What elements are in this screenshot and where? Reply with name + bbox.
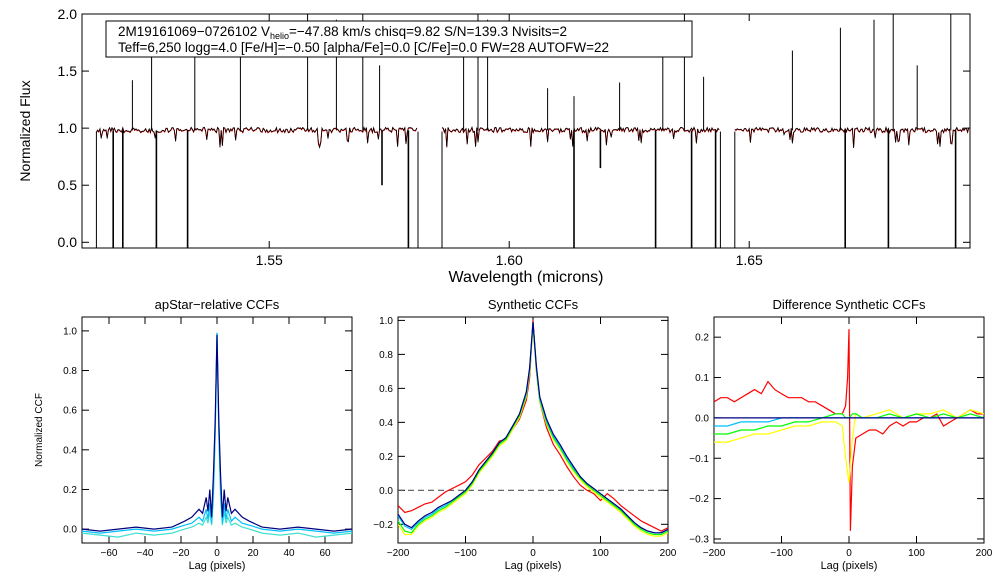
y-tick-label: 0.8 bbox=[379, 350, 393, 361]
y-tick-label: 1.0 bbox=[58, 120, 78, 136]
y-tick-label: 0.8 bbox=[63, 366, 77, 377]
series-line-combined bbox=[82, 334, 352, 532]
x-tick-label: −40 bbox=[137, 548, 154, 559]
x-axis-label: Lag (pixels) bbox=[821, 560, 878, 572]
star-id-vhelio-label: 2M19161069−0726102 V bbox=[118, 24, 270, 39]
x-tick-label: 200 bbox=[660, 548, 677, 559]
axes-1: −60 −40 −20 0 20 40 60 0.0 0.2 0.4 0.6 0.8 1.0 apStar… bbox=[34, 297, 353, 572]
x-tick-label: −200 bbox=[387, 548, 410, 559]
y-axis-label: Normalized Flux bbox=[17, 80, 33, 181]
series-line-difference bbox=[398, 320, 668, 532]
x-tick-label: −100 bbox=[770, 548, 793, 559]
plot-frame bbox=[81, 13, 971, 249]
y-tick-label: 1.0 bbox=[379, 316, 393, 327]
x-axis-label: Lag (pixels) bbox=[189, 560, 246, 572]
y-tick-label: 0.1 bbox=[695, 373, 709, 384]
x-tick-label: 1.65 bbox=[736, 252, 763, 268]
y-tick-label: 0.6 bbox=[63, 406, 77, 417]
y-axis-label: Normalized CCF bbox=[34, 393, 45, 467]
x-tick-label: 1.60 bbox=[496, 252, 523, 268]
x-tick-label: 100 bbox=[592, 548, 609, 559]
x-tick-label: −20 bbox=[173, 548, 190, 559]
series-line-visit-3 bbox=[398, 322, 668, 534]
chart-title: Synthetic CCFs bbox=[488, 297, 579, 312]
series-line-difference bbox=[714, 329, 984, 531]
y-tick-label: 0.0 bbox=[695, 413, 709, 424]
chart-title: Difference Synthetic CCFs bbox=[773, 297, 926, 312]
axes-0: 1.55 1.60 1.65 0.0 0.5 1.0 1.5 2.0 Wavelength (m… bbox=[17, 6, 971, 286]
y-tick-label: 1.0 bbox=[63, 326, 77, 337]
y-tick-label: 0.5 bbox=[58, 177, 78, 193]
x-tick-label: 0 bbox=[214, 548, 220, 559]
info-line-2: Teff=6,250 logg=4.0 [Fe/H]=−0.50 [alpha/… bbox=[118, 40, 609, 55]
info-line-1: 2M19161069−0726102 Vhelio=−47.88 km/s ch… bbox=[118, 24, 567, 41]
series-line-visit-1 bbox=[82, 332, 352, 534]
axes-3: −200 −100 0 100 200 −0.3 −0.2 −0.1 0.0 0.1 0.2 Diff… bbox=[689, 297, 993, 572]
x-tick-label: −200 bbox=[703, 548, 726, 559]
x-tick-label: 20 bbox=[247, 548, 259, 559]
x-tick-label: 200 bbox=[976, 548, 993, 559]
y-tick-label: −0.2 bbox=[689, 494, 709, 505]
observed-spectrum-line bbox=[96, 126, 418, 149]
series-line-combined bbox=[398, 322, 668, 534]
y-tick-label: 1.5 bbox=[58, 63, 78, 79]
info-box-frame bbox=[105, 20, 693, 58]
y-tick-label: 0.0 bbox=[379, 486, 393, 497]
y-tick-label: 0.2 bbox=[379, 452, 393, 463]
y-tick-label: 0.0 bbox=[58, 234, 78, 250]
series-group-2 bbox=[398, 320, 668, 537]
axes-2: −200 −100 0 100 200 −0.2 0.0 0.2 0.4 0.6 0.8 1.0 Syn… bbox=[373, 297, 677, 572]
spectrum-group bbox=[95, 14, 970, 248]
y-tick-label: −0.1 bbox=[689, 454, 709, 465]
series-line-visit-2 bbox=[398, 325, 668, 537]
y-tick-label: 0.4 bbox=[63, 445, 77, 456]
series-line-visit-1 bbox=[398, 323, 668, 536]
y-tick-label: −0.3 bbox=[689, 534, 709, 545]
x-tick-label: 1.55 bbox=[256, 252, 283, 268]
y-tick-label: 0.2 bbox=[63, 485, 77, 496]
x-axis-label: Lag (pixels) bbox=[505, 560, 562, 572]
x-tick-label: −60 bbox=[101, 548, 118, 559]
series-group-3 bbox=[714, 329, 984, 531]
y-tick-label: 0.2 bbox=[695, 333, 709, 344]
series-group-1 bbox=[82, 332, 352, 538]
y-tick-label: −0.2 bbox=[373, 520, 393, 531]
series-line-visit-2 bbox=[714, 409, 984, 483]
synthetic-spectrum-line bbox=[734, 126, 970, 147]
x-tick-label: 0 bbox=[846, 548, 852, 559]
y-tick-label: 0.0 bbox=[63, 525, 77, 536]
x-tick-label: 40 bbox=[283, 548, 295, 559]
x-tick-label: 0 bbox=[530, 548, 536, 559]
observed-spectrum-line bbox=[734, 125, 970, 149]
vhelio-chisq-sn-label: =−47.88 km/s chisq=9.82 S/N=139.3 Nvisit… bbox=[289, 24, 567, 39]
observed-spectrum-line bbox=[441, 126, 720, 148]
info-box: 2M19161069−0726102 Vhelio=−47.88 km/s ch… bbox=[105, 20, 693, 58]
x-tick-label: 100 bbox=[908, 548, 925, 559]
y-tick-label: 0.6 bbox=[379, 384, 393, 395]
vhelio-subscript: helio bbox=[270, 31, 289, 41]
chart-title: apStar−relative CCFs bbox=[155, 297, 280, 312]
series-line-visit-1 bbox=[714, 413, 984, 435]
y-tick-label: 0.4 bbox=[379, 418, 393, 429]
x-tick-label: −100 bbox=[454, 548, 477, 559]
x-axis-label: Wavelength (microns) bbox=[448, 269, 603, 286]
y-tick-label: 2.0 bbox=[58, 6, 78, 22]
x-tick-label: 60 bbox=[319, 548, 331, 559]
